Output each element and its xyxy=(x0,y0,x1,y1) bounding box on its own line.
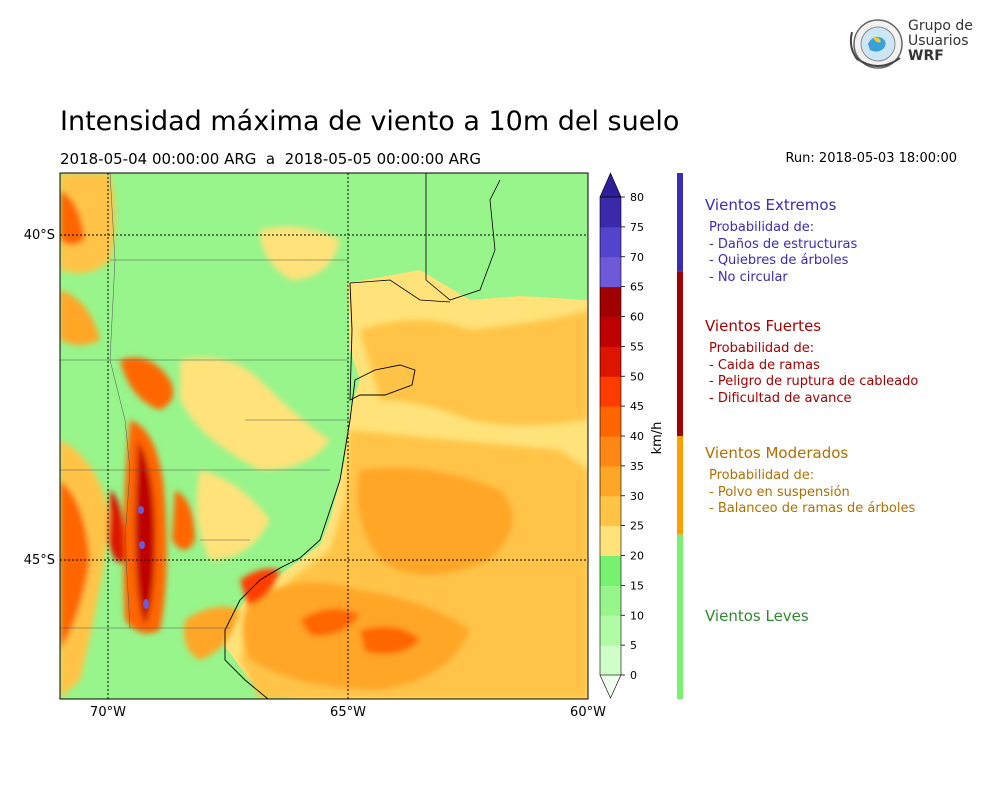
colorbar-max-extension xyxy=(599,172,622,198)
colorbar-segment xyxy=(600,376,621,407)
legend-category-line: - Peligro de ruptura de cableado xyxy=(709,374,919,389)
map-frame xyxy=(59,172,589,700)
wrf-logo xyxy=(849,19,903,69)
legend-category-title: Vientos Moderados xyxy=(705,444,849,462)
legend-category-line: - Caida de ramas xyxy=(709,357,820,373)
colorbar-tick-label: 70 xyxy=(630,251,644,264)
wind-fields xyxy=(60,173,588,699)
coastline-plata xyxy=(349,279,451,303)
legend-category-title: Vientos Leves xyxy=(705,607,809,625)
lon-label: 60°W xyxy=(570,705,606,720)
legend-category-line: Probabilidad de: xyxy=(709,220,815,235)
lat-label: 40°S xyxy=(24,228,55,243)
lon-label: 70°W xyxy=(90,705,126,720)
legend-category-line: Probabilidad de: xyxy=(709,468,815,483)
legend-category: Vientos Leves xyxy=(705,607,809,625)
legend-category-line: - Dificultad de avance xyxy=(709,390,852,406)
coastline-argentina xyxy=(224,282,416,699)
colorbar-segment xyxy=(600,495,621,527)
legend-category: Vientos Extremos Probabilidad de: - Daños … xyxy=(705,196,857,286)
map-grid xyxy=(60,173,588,699)
colorbar-tick-label: 25 xyxy=(630,520,644,533)
province-borders xyxy=(60,259,348,629)
logo-line-1: Grupo de xyxy=(908,18,973,34)
legend-category-line: - Daños de estructuras xyxy=(709,236,858,252)
chile-border xyxy=(109,173,131,629)
forecast-period: 2018-05-04 00:00:00 ARG a 2018-05-05 00:… xyxy=(60,150,482,168)
lon-label: 65°W xyxy=(330,705,366,720)
logo-line-3: WRF xyxy=(908,48,944,64)
colorbar-tick-label: 75 xyxy=(630,221,644,234)
legend-category-line: - Balanceo de ramas de árboles xyxy=(709,501,916,516)
colorbar-tick-label: 35 xyxy=(630,460,644,473)
colorbar-segment xyxy=(600,465,621,497)
legend-category: Vientos Fuertes Probabilidad de: - Caida d… xyxy=(705,317,918,407)
logo-line-2: Usuarios xyxy=(908,33,969,49)
colorbar-tick-label: 40 xyxy=(630,430,644,443)
extreme-wind-spot xyxy=(138,506,144,514)
legend-category-segment xyxy=(677,271,683,436)
logo-text: Grupo de Usuarios WRF xyxy=(908,19,973,64)
run-time: Run: 2018-05-03 18:00:00 xyxy=(785,151,957,166)
colorbar-segment xyxy=(600,256,621,288)
map-area xyxy=(60,173,588,699)
colorbar-tick-label: 50 xyxy=(630,370,644,383)
legend-category-line: Probabilidad de: xyxy=(709,341,815,356)
colorbar-tick-label: 65 xyxy=(630,281,644,294)
colorbar-min-extension xyxy=(599,674,622,699)
extreme-wind-spot xyxy=(143,599,149,609)
colorbar-tick-label: 15 xyxy=(630,579,644,592)
colorbar-tick-label: 55 xyxy=(630,340,644,353)
legend-category-segment xyxy=(677,534,683,699)
colorbar-tick-label: 20 xyxy=(630,550,644,563)
colorbar-tick-label: 0 xyxy=(630,669,637,682)
colorbar-tick-label: 80 xyxy=(630,191,644,204)
coastline-uruguay xyxy=(425,173,501,301)
colorbar-segment xyxy=(600,525,621,556)
colorbar-segment xyxy=(600,316,621,347)
colorbar-segment xyxy=(600,226,621,258)
colorbar-tick-label: 60 xyxy=(630,311,644,324)
legend-category-title: Vientos Extremos xyxy=(705,196,837,214)
legend-category-segment xyxy=(677,436,683,535)
colorbar: 0 5 10 15 20 25 30 35 40 45 50 55 60 65 70 75 80 xyxy=(599,172,644,699)
colorbar-segment xyxy=(600,645,621,676)
legend-category-line: - Quiebres de árboles xyxy=(709,253,849,268)
colorbar-segment xyxy=(600,436,621,467)
colorbar-segment xyxy=(600,615,621,646)
legend-category-segment xyxy=(677,173,683,272)
colorbar-tick-label: 45 xyxy=(630,400,644,413)
colorbar-unit: km/h xyxy=(650,422,665,455)
colorbar-segment xyxy=(600,286,621,317)
legend-category-line: - No circular xyxy=(709,269,788,285)
colorbar-segment xyxy=(600,197,621,228)
extreme-wind-spot xyxy=(139,541,145,549)
colorbar-segment xyxy=(600,585,621,616)
legend-category-title: Vientos Fuertes xyxy=(705,317,822,335)
colorbar-tick-label: 5 xyxy=(630,639,637,652)
colorbar-tick-label: 30 xyxy=(630,490,644,503)
lat-label: 45°S xyxy=(24,553,55,568)
legend-category-line: - Polvo en suspensión xyxy=(709,484,850,500)
chart-title: Intensidad máxima de viento a 10m del su… xyxy=(60,106,680,137)
legend-category-bar xyxy=(677,173,683,699)
colorbar-segment xyxy=(600,555,621,586)
colorbar-segment xyxy=(600,406,621,437)
legend-category: Vientos Moderados Probabilidad de: - Polvo… xyxy=(705,444,915,518)
colorbar-tick-label: 10 xyxy=(630,609,644,622)
colorbar-segment xyxy=(600,346,621,377)
